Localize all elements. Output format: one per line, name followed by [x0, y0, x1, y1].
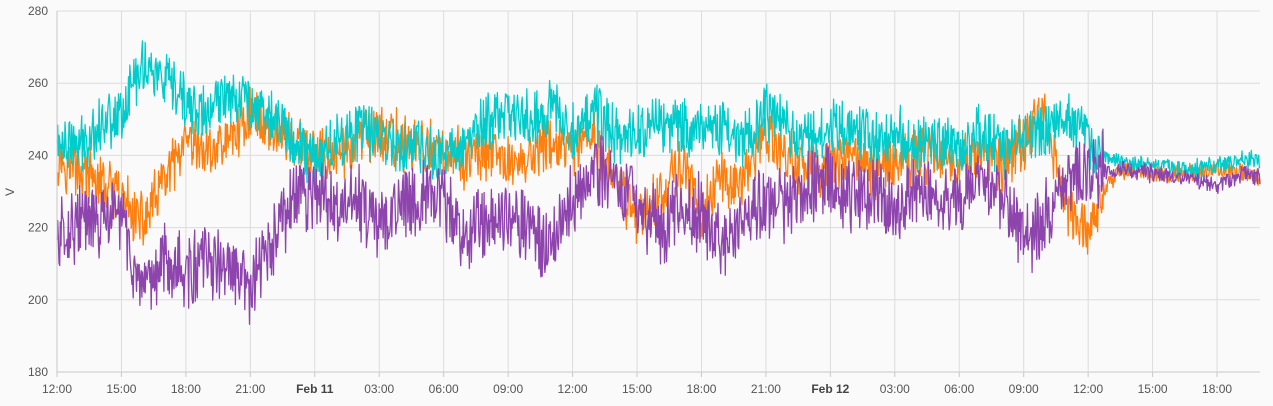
x-tick-label: 18:00	[171, 382, 201, 396]
x-tick-label: 18:00	[1202, 382, 1232, 396]
series-line-1	[56, 86, 1261, 255]
x-tick-label: 12:00	[42, 382, 72, 396]
x-tick-label: 09:00	[1009, 382, 1039, 396]
x-tick-label: Feb 12	[811, 382, 849, 396]
series-layer	[56, 40, 1261, 325]
y-tick-label: 280	[28, 4, 48, 18]
y-axis-title: V	[3, 188, 17, 196]
x-tick-label: 15:00	[622, 382, 652, 396]
x-tick-label: 12:00	[1073, 382, 1103, 396]
x-tick-label: 21:00	[751, 382, 781, 396]
x-tick-label: 12:00	[558, 382, 588, 396]
x-tick-label: 15:00	[1138, 382, 1168, 396]
x-tick-label: 03:00	[364, 382, 394, 396]
x-tick-label: 06:00	[429, 382, 459, 396]
y-tick-label: 240	[28, 148, 48, 162]
y-tick-label: 180	[28, 365, 48, 379]
y-tick-label: 220	[28, 221, 48, 235]
y-tick-label: 200	[28, 293, 48, 307]
y-tick-label: 260	[28, 76, 48, 90]
series-line-2	[56, 40, 1261, 189]
x-tick-label: 03:00	[880, 382, 910, 396]
series-line-3	[56, 128, 1261, 325]
x-tick-label: 21:00	[235, 382, 265, 396]
x-tick-label: 18:00	[686, 382, 716, 396]
x-tick-label: Feb 11	[296, 382, 334, 396]
axis-layer: 180 200 220 240 260 280 12:00 15:00 18:00 21:00 Fe…	[28, 4, 1232, 396]
x-tick-label: 06:00	[944, 382, 974, 396]
x-tick-label: 15:00	[106, 382, 136, 396]
x-tick-label: 09:00	[493, 382, 523, 396]
